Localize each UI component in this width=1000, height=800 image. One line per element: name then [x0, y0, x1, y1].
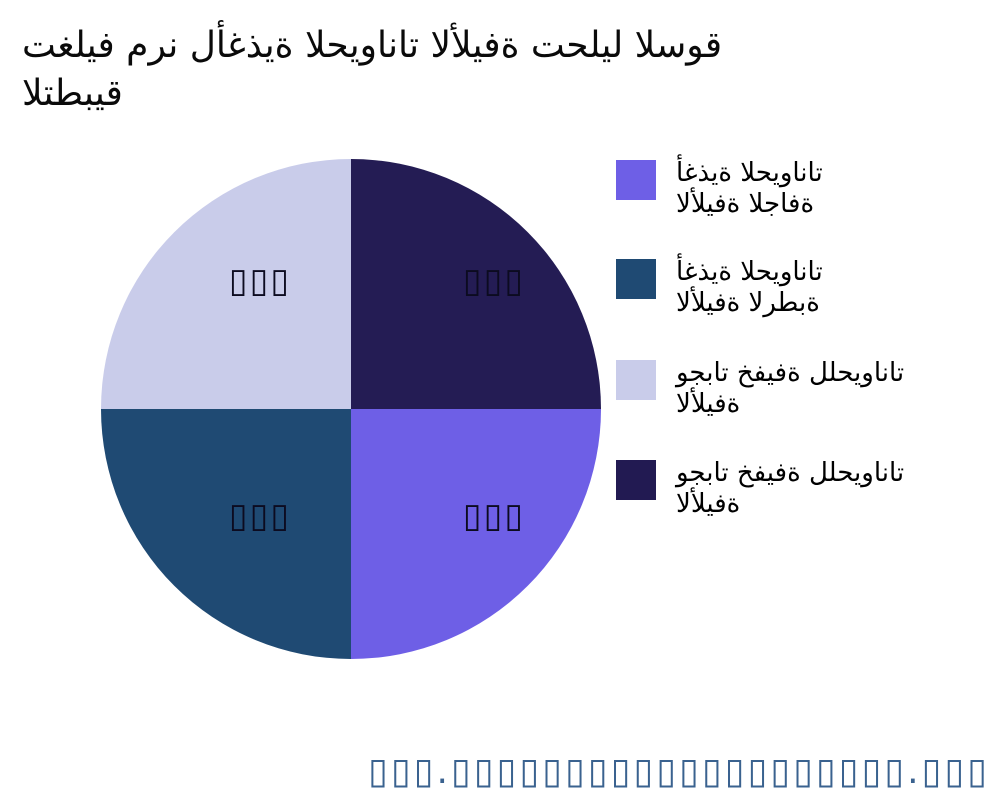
pie-chart: [101, 159, 601, 659]
chart-title-line2: التطبيق: [22, 73, 123, 114]
legend-item-wet-pet-food: أغذية الحيوانات الأليفة الرطبة: [676, 257, 1000, 319]
legend-label-line: أغذية الحيوانات: [676, 257, 823, 287]
legend-label-line: أغذية الحيوانات: [676, 158, 823, 188]
legend-item-dry-pet-food: أغذية الحيوانات الأليفة الجافة: [676, 158, 1000, 220]
watermark-url: ▯▯▯.▯▯▯▯▯▯▯▯▯▯▯▯▯▯▯▯▯▯▯▯.▯▯▯: [368, 751, 990, 792]
legend-label-line: الأليفة: [676, 389, 741, 419]
legend-label-line: الأليفة الرطبة: [676, 288, 820, 318]
legend-label-line: الأليفة الجافة: [676, 189, 815, 219]
pie-slice-label-snacks-dark: ▯▯▯: [462, 261, 526, 301]
legend-swatch-dry-pet-food: [616, 160, 656, 200]
legend-label-line: وجبات خفيفة للحيوانات: [676, 358, 905, 388]
legend-swatch-wet-pet-food: [616, 259, 656, 299]
pie-slice-label-wet-food: ▯▯▯: [228, 496, 292, 536]
legend-item-pet-snacks-dark: وجبات خفيفة للحيوانات الأليفة: [676, 458, 1000, 520]
chart-title-line1: تغليف مرن لأغذية الحيوانات الأليفة تحليل…: [22, 25, 723, 66]
chart-title: تغليف مرن لأغذية الحيوانات الأليفة تحليل…: [22, 22, 1000, 118]
pie-slice-label-dry-food: ▯▯▯: [462, 496, 526, 536]
legend-item-pet-snacks-light: وجبات خفيفة للحيوانات الأليفة: [676, 358, 1000, 420]
legend-swatch-pet-snacks-light: [616, 360, 656, 400]
legend-swatch-pet-snacks-dark: [616, 460, 656, 500]
legend-label-line: وجبات خفيفة للحيوانات: [676, 458, 905, 488]
pie-slice-label-snacks-light: ▯▯▯: [228, 261, 292, 301]
legend-label-line: الأليفة: [676, 489, 741, 519]
